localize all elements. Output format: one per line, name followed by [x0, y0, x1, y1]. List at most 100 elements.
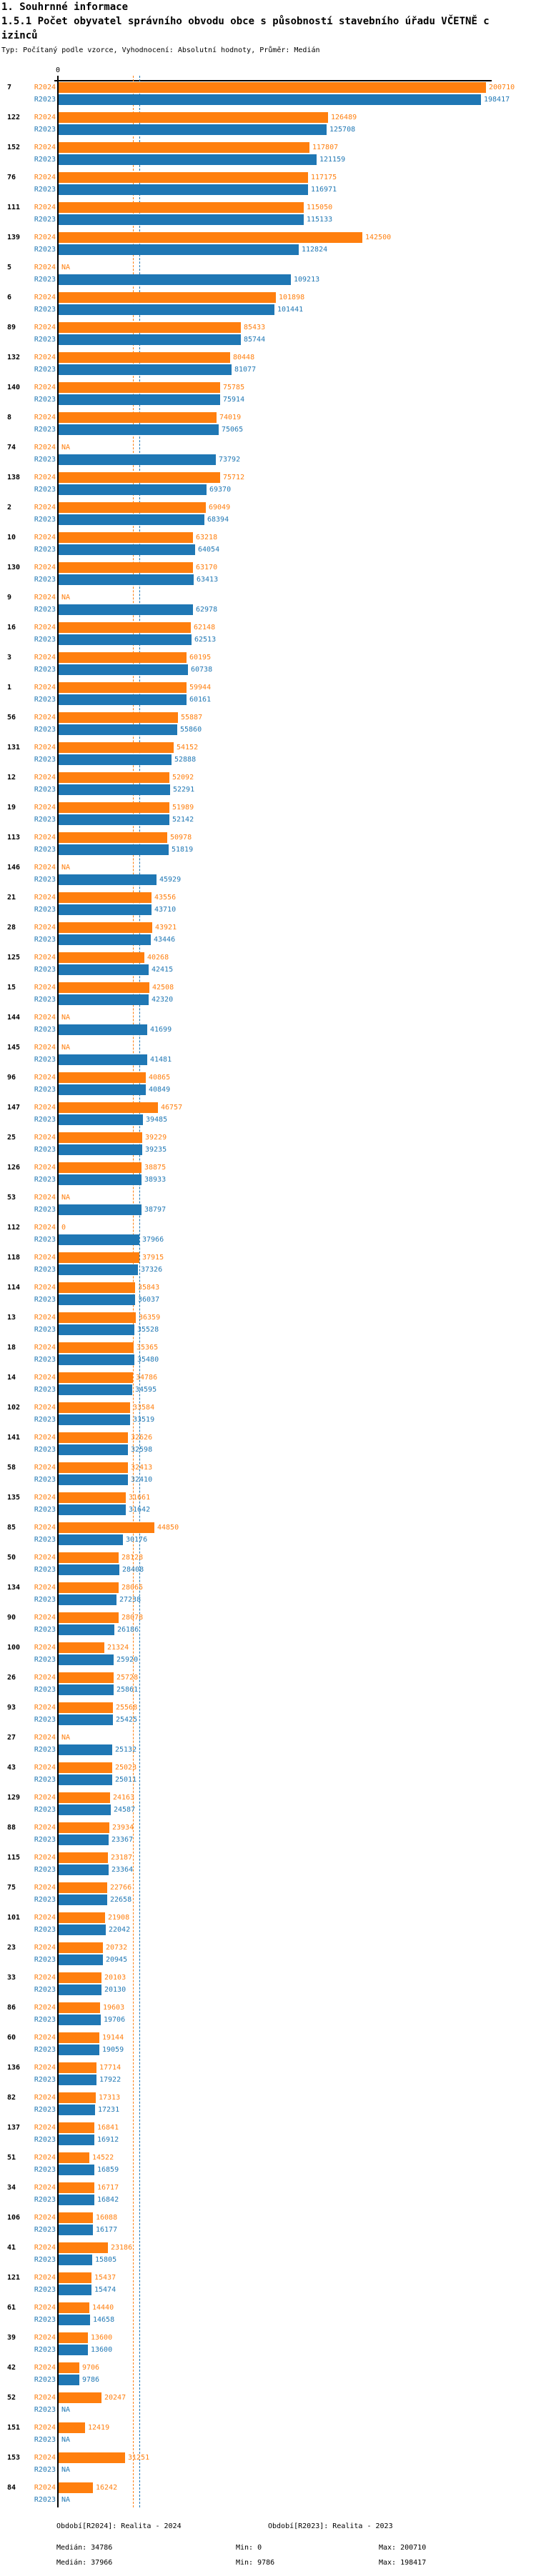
- bar-r2024: [59, 1342, 134, 1353]
- bar-value-label-r2024: 33584: [133, 1404, 155, 1412]
- group-id-label: 75: [7, 1884, 16, 1892]
- bar-r2024: [59, 532, 193, 543]
- bar-r2024: [59, 502, 206, 513]
- bar-r2024: [59, 1702, 113, 1713]
- bar-value-na-r2024: NA: [61, 264, 71, 271]
- bar-value-label-r2023: 9786: [82, 2376, 100, 2384]
- bar-value-na-r2024: NA: [61, 864, 71, 872]
- group-id-label: 28: [7, 924, 16, 932]
- group-id-label: 41: [7, 2244, 16, 2252]
- bar-value-label-r2023: 31642: [129, 1506, 151, 1514]
- series-label-r2023: R2023: [34, 1086, 56, 1094]
- group-id-label: 136: [7, 2064, 21, 2072]
- bar-r2024: [59, 1132, 142, 1143]
- group-id-label: 53: [7, 1194, 16, 1202]
- series-label-r2023: R2023: [34, 846, 56, 854]
- series-label-r2024: R2024: [34, 624, 56, 631]
- bar-r2023: [59, 934, 151, 945]
- bar-value-label-r2023: 16912: [97, 2136, 119, 2144]
- bar-r2023: [59, 1444, 128, 1455]
- bar-r2024: [59, 82, 486, 93]
- bar-value-label-r2023: 43446: [154, 936, 176, 944]
- bar-r2024: [59, 472, 220, 483]
- bar-r2024: [59, 1552, 119, 1563]
- bar-r2023: [59, 424, 219, 435]
- bar-r2024: [59, 202, 304, 213]
- series-label-r2024: R2024: [34, 984, 56, 992]
- series-label-r2023: R2023: [34, 2196, 56, 2204]
- bar-value-label-r2024: 62148: [194, 624, 216, 631]
- series-label-r2024: R2024: [34, 744, 56, 752]
- series-label-r2023: R2023: [34, 246, 56, 254]
- bar-r2023: [59, 1174, 142, 1185]
- bar-value-label-r2024: 16242: [96, 2484, 118, 2492]
- series-label-r2024: R2024: [34, 1404, 56, 1412]
- bar-r2023: [59, 484, 207, 495]
- group-id-label: 51: [7, 2154, 16, 2162]
- group-id-label: 16: [7, 624, 16, 631]
- series-label-r2023: R2023: [34, 2376, 56, 2384]
- bar-value-label-r2024: 50978: [170, 834, 192, 842]
- bar-r2023: [59, 2225, 93, 2235]
- series-label-r2023: R2023: [34, 1116, 56, 1124]
- group-id-label: 145: [7, 1044, 21, 1052]
- median-reference-line-r2023: [139, 76, 140, 2507]
- bar-value-na-r2023: NA: [61, 2496, 71, 2504]
- series-label-r2023: R2023: [34, 1266, 56, 1274]
- series-label-r2024: R2024: [34, 1764, 56, 1772]
- bar-value-label-r2023: 39235: [145, 1146, 167, 1154]
- series-label-r2024: R2024: [34, 894, 56, 902]
- bar-value-label-r2023: 109213: [294, 276, 320, 284]
- bar-value-label-r2023: 41699: [150, 1026, 172, 1034]
- series-label-r2024: R2024: [34, 1314, 56, 1322]
- bar-value-label-r2023: 52142: [172, 816, 194, 824]
- group-id-label: 10: [7, 534, 16, 541]
- series-label-r2023: R2023: [34, 936, 56, 944]
- series-label-r2023: R2023: [34, 1176, 56, 1184]
- bar-r2024: [59, 1462, 128, 1473]
- series-label-r2023: R2023: [34, 606, 56, 614]
- bar-value-na-r2024: NA: [61, 1194, 71, 1202]
- bar-r2024: [59, 382, 220, 393]
- series-label-r2024: R2024: [34, 474, 56, 481]
- group-id-label: 9: [7, 594, 12, 601]
- series-label-r2023: R2023: [34, 336, 56, 344]
- bar-r2024: [59, 1942, 103, 1953]
- series-label-r2024: R2024: [34, 1074, 56, 1082]
- series-label-r2023: R2023: [34, 1746, 56, 1754]
- bar-value-label-r2024: 24163: [113, 1794, 135, 1802]
- bar-r2023: [59, 154, 317, 165]
- series-label-r2024: R2024: [34, 864, 56, 872]
- group-id-label: 113: [7, 834, 21, 842]
- series-label-r2024: R2024: [34, 354, 56, 361]
- bar-r2024: [59, 232, 362, 243]
- bar-value-label-r2024: 19603: [103, 2004, 125, 2012]
- bar-r2023: [59, 2015, 101, 2025]
- series-label-r2023: R2023: [34, 906, 56, 914]
- group-id-label: 137: [7, 2124, 21, 2132]
- bar-r2024: [59, 952, 144, 963]
- bar-value-label-r2024: 51989: [172, 804, 194, 812]
- series-label-r2024: R2024: [34, 144, 56, 151]
- bar-r2023: [59, 2375, 79, 2385]
- bar-r2024: [59, 1642, 104, 1653]
- series-label-r2024: R2024: [34, 2304, 56, 2312]
- bar-r2024: [59, 2242, 108, 2253]
- bar-value-label-r2024: 31251: [128, 2454, 150, 2462]
- bar-value-label-r2024: 23187: [111, 1854, 133, 1862]
- series-label-r2023: R2023: [34, 2136, 56, 2144]
- series-label-r2023: R2023: [34, 966, 56, 974]
- bar-value-label-r2023: 41481: [150, 1056, 172, 1064]
- bar-r2023: [59, 1204, 142, 1215]
- bar-value-label-r2024: 19144: [102, 2034, 124, 2042]
- bar-value-label-r2023: 27238: [119, 1596, 142, 1604]
- series-label-r2024: R2024: [34, 264, 56, 271]
- bar-r2023: [59, 274, 291, 285]
- bar-value-label-r2023: 52888: [174, 756, 197, 764]
- bar-r2024: [59, 2332, 88, 2343]
- bar-r2024: [59, 112, 328, 123]
- bar-r2024: [59, 412, 217, 423]
- series-label-r2024: R2024: [34, 1524, 56, 1532]
- bar-value-label-r2024: 74019: [219, 414, 242, 421]
- bar-r2023: [59, 2075, 96, 2085]
